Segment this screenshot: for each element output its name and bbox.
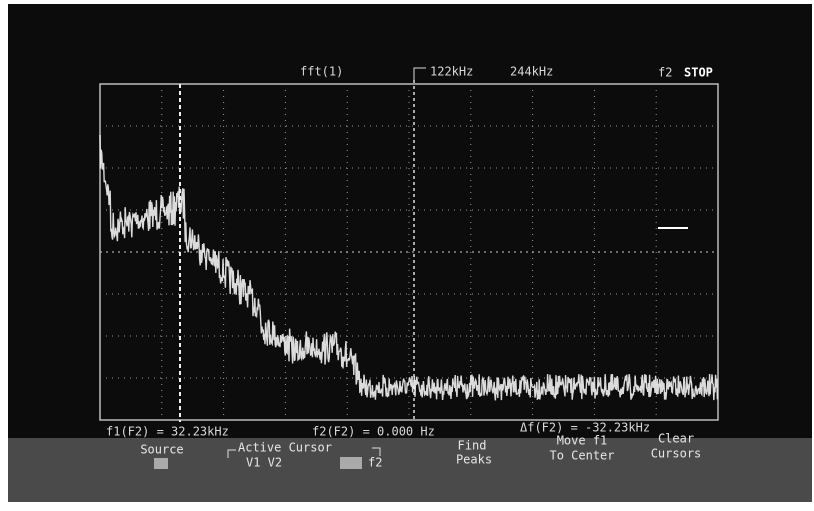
softkey-label[interactable]: Active Cursor [238, 441, 332, 455]
softkey-label[interactable]: Clear [658, 432, 694, 446]
scope-screen: fft(1) 122kHz 244kHz f2 STOP f1(F2) = 32… [0, 0, 814, 511]
status-label: STOP [684, 66, 713, 80]
softkey-label[interactable]: To Center [549, 449, 614, 463]
softkey-label[interactable]: Find [458, 439, 487, 453]
readout: f1(F2) = 32.23kHz [106, 425, 229, 439]
softkey-icon [154, 458, 168, 469]
softkey-option[interactable]: V1 V2 [246, 456, 282, 470]
softkey-label[interactable]: Source [140, 443, 183, 457]
marker-label: 244kHz [510, 65, 553, 79]
readout: Δf(F2) = -32.23kHz [520, 421, 650, 435]
softkey-label[interactable]: Move f1 [557, 434, 608, 448]
softkey-icon [340, 457, 362, 469]
softkey-option[interactable]: f2 [368, 456, 382, 470]
readout: f2(F2) = 0.000 Hz [312, 425, 435, 439]
marker-label: 122kHz [430, 65, 473, 79]
channel-label: f2 [658, 66, 672, 80]
source-label: fft(1) [300, 65, 343, 79]
softkey-label[interactable]: Cursors [651, 447, 702, 461]
softkey-label[interactable]: Peaks [456, 453, 492, 467]
